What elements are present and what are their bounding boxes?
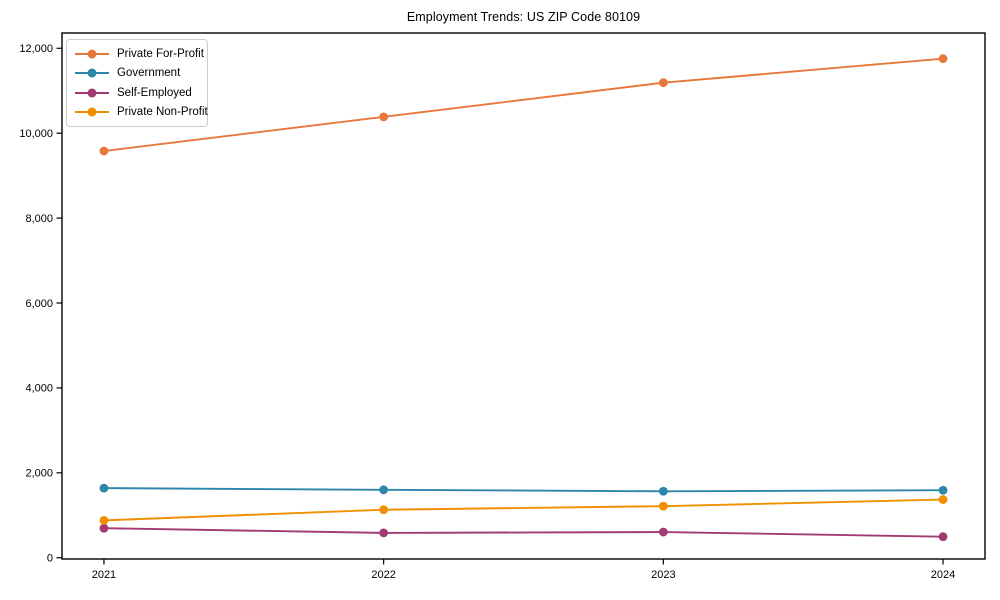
x-tick-label: 2021: [92, 569, 116, 581]
series-line-private-non-profit: [103, 498, 944, 522]
data-point-private-non-profit-2022: [379, 505, 389, 515]
data-point-self-employed-2021: [99, 523, 109, 533]
legend-dot-icon: [87, 49, 97, 59]
y-tick-label: 4,000: [25, 383, 53, 395]
legend: Private For-Profit Government Self-Employe…: [66, 39, 208, 127]
data-point-government-2022: [379, 485, 389, 495]
data-point-government-2023: [658, 486, 668, 496]
legend-marker-icon: [75, 68, 109, 78]
legend-marker-icon: [75, 88, 109, 98]
data-point-self-employed-2023: [658, 527, 668, 537]
x-tick-label: 2024: [931, 569, 955, 581]
legend-item-private-non-profit: Private Non-Profit: [75, 103, 208, 121]
legend-label-government: Government: [117, 67, 181, 80]
x-tick-label: 2023: [651, 569, 675, 581]
legend-label-self-employed: Self-Employed: [117, 86, 192, 99]
legend-item-self-employed: Self-Employed: [75, 84, 199, 102]
axes-frame: [61, 32, 986, 560]
y-tick-label: 0: [47, 553, 53, 565]
legend-item-government: Government: [75, 64, 199, 82]
data-point-government-2021: [99, 483, 109, 493]
data-point-self-employed-2022: [379, 528, 389, 538]
data-point-private-for-profit-2023: [658, 78, 668, 88]
data-point-private-non-profit-2023: [658, 501, 668, 511]
series-line-private-for-profit: [103, 57, 944, 152]
x-tick-label: 2022: [371, 569, 395, 581]
data-point-private-non-profit-2024: [938, 495, 948, 504]
y-tick-label: 12,000: [19, 43, 53, 55]
legend-dot-icon: [87, 107, 97, 117]
legend-label-private-non-profit: Private Non-Profit: [117, 106, 208, 119]
series-line-government: [103, 487, 944, 493]
y-tick-label: 6,000: [25, 298, 53, 310]
y-tick-label: 2,000: [25, 468, 53, 480]
y-tick-label: 8,000: [25, 213, 53, 225]
legend-dot-icon: [87, 88, 97, 98]
y-tick-label: 10,000: [19, 128, 53, 140]
legend-label-private-for-profit: Private For-Profit: [117, 47, 204, 60]
legend-marker-icon: [75, 107, 109, 117]
data-point-private-for-profit-2021: [99, 146, 109, 156]
series-line-self-employed: [103, 527, 944, 538]
data-point-private-for-profit-2024: [938, 54, 948, 64]
data-point-private-non-profit-2021: [99, 515, 109, 525]
chart-title: Employment Trends: US ZIP Code 80109: [406, 10, 641, 24]
legend-dot-icon: [87, 68, 97, 78]
data-point-private-for-profit-2022: [379, 112, 389, 122]
legend-marker-icon: [75, 49, 109, 59]
data-point-government-2024: [938, 485, 948, 495]
legend-item-private-for-profit: Private For-Profit: [75, 45, 204, 63]
data-point-self-employed-2024: [938, 532, 948, 542]
